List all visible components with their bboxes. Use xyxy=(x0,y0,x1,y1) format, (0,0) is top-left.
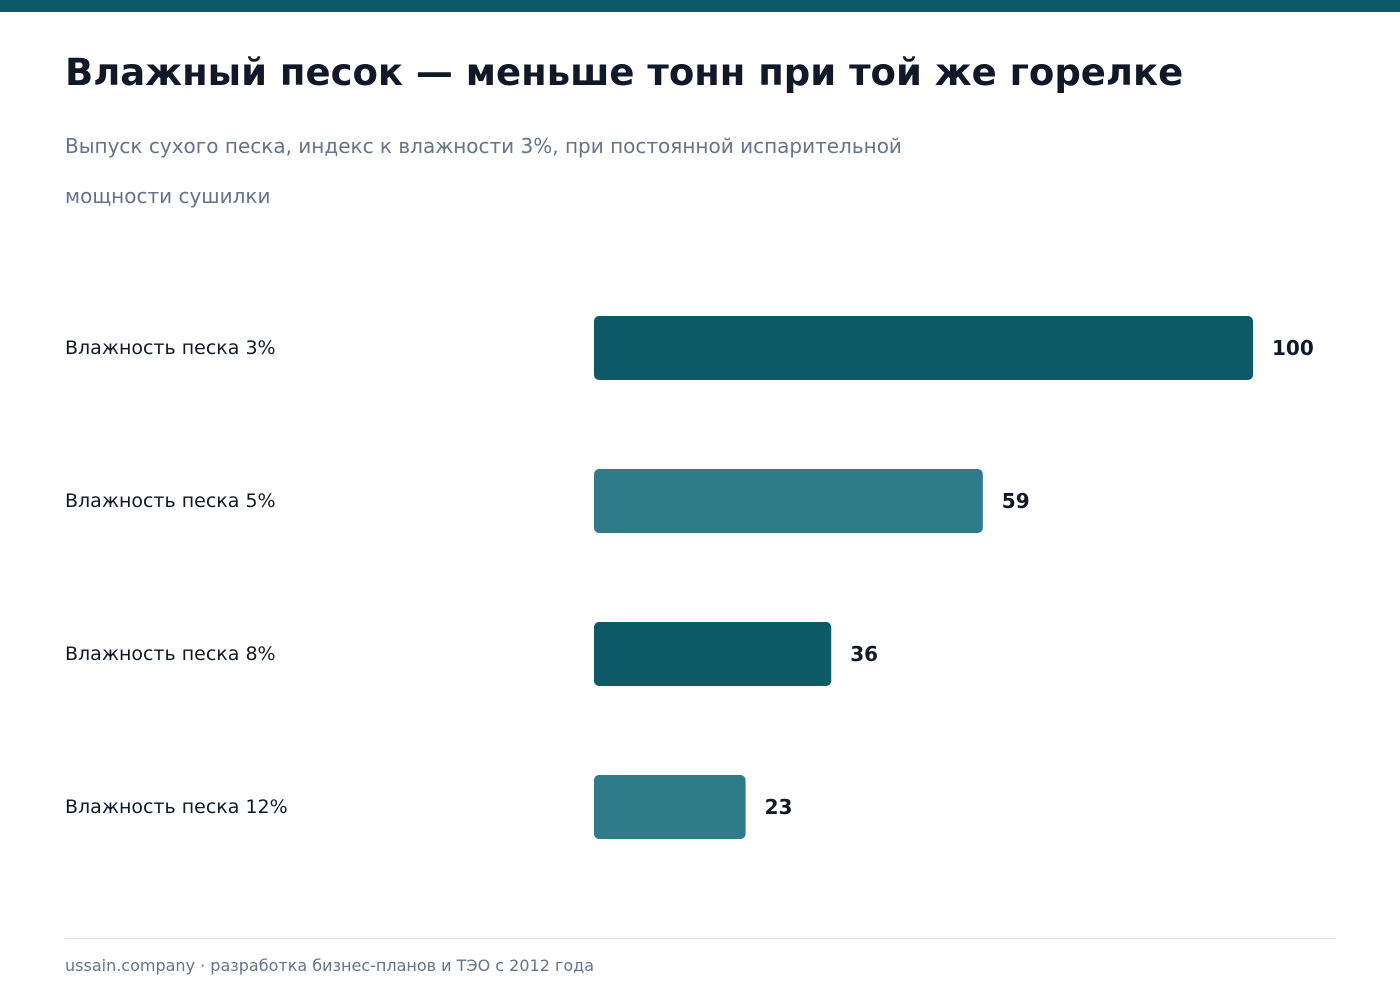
value-label: 23 xyxy=(765,795,793,819)
bar xyxy=(594,316,1253,380)
bar xyxy=(594,622,832,686)
bar xyxy=(594,469,983,533)
chart-title: Влажный песок — меньше тонн при той же г… xyxy=(65,51,1184,94)
category-label: Влажность песка 3% xyxy=(65,337,276,359)
category-label: Влажность песка 5% xyxy=(65,490,276,512)
value-label: 100 xyxy=(1272,336,1314,360)
value-label: 59 xyxy=(1002,489,1030,513)
value-label: 36 xyxy=(850,642,878,666)
category-label: Влажность песка 8% xyxy=(65,643,276,665)
bar xyxy=(594,775,746,839)
footer-divider xyxy=(65,938,1336,939)
top-accent-bar xyxy=(0,0,1400,12)
category-label: Влажность песка 12% xyxy=(65,796,288,818)
footer-text: ussain.company · разработка бизнес-плано… xyxy=(65,956,595,975)
chart-subtitle: Выпуск сухого песка, индекс к влажности … xyxy=(65,134,902,208)
